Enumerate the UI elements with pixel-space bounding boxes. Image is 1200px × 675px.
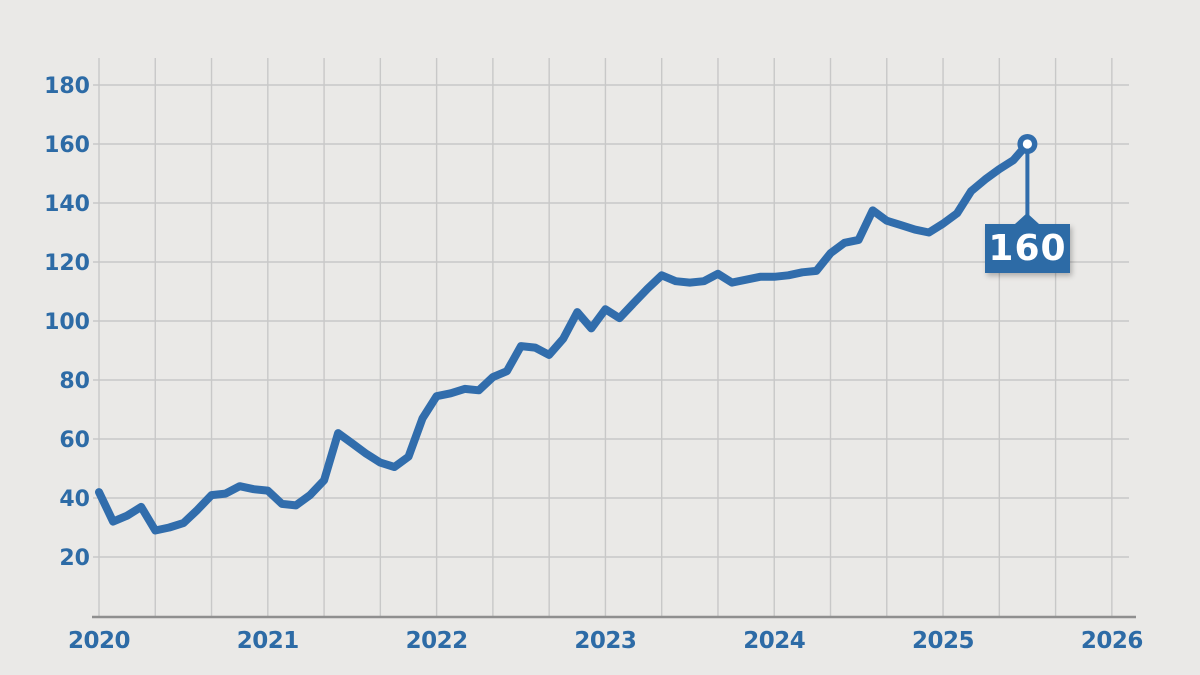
- end-marker-core: [1022, 139, 1033, 149]
- x-axis-tick-label: 2023: [574, 628, 636, 654]
- y-axis-tick-label: 100: [44, 310, 90, 335]
- y-axis-tick-label: 120: [44, 251, 90, 276]
- series-line: [95, 140, 1032, 535]
- y-axis-tick-label: 20: [59, 546, 90, 571]
- y-axis-tick-label: 180: [44, 74, 90, 99]
- annotation-pointer: [1015, 213, 1039, 224]
- y-axis-tick-label: 140: [44, 192, 90, 217]
- y-axis-tick-label: 60: [59, 428, 90, 453]
- y-axis-tick-label: 80: [59, 369, 90, 394]
- x-axis-tick-label: 2024: [743, 628, 805, 654]
- y-axis-tick-label: 160: [44, 133, 90, 158]
- x-axis-tick-label: 2026: [1081, 628, 1143, 654]
- y-axis-tick-label: 40: [59, 487, 90, 512]
- annotation-label: 160: [985, 213, 1070, 273]
- x-axis-tick-label: 2022: [406, 628, 468, 654]
- x-axis-tick-label: 2021: [237, 628, 299, 654]
- x-axis-tick-label: 2020: [68, 628, 130, 654]
- x-axis-tick-label: 2025: [912, 628, 974, 654]
